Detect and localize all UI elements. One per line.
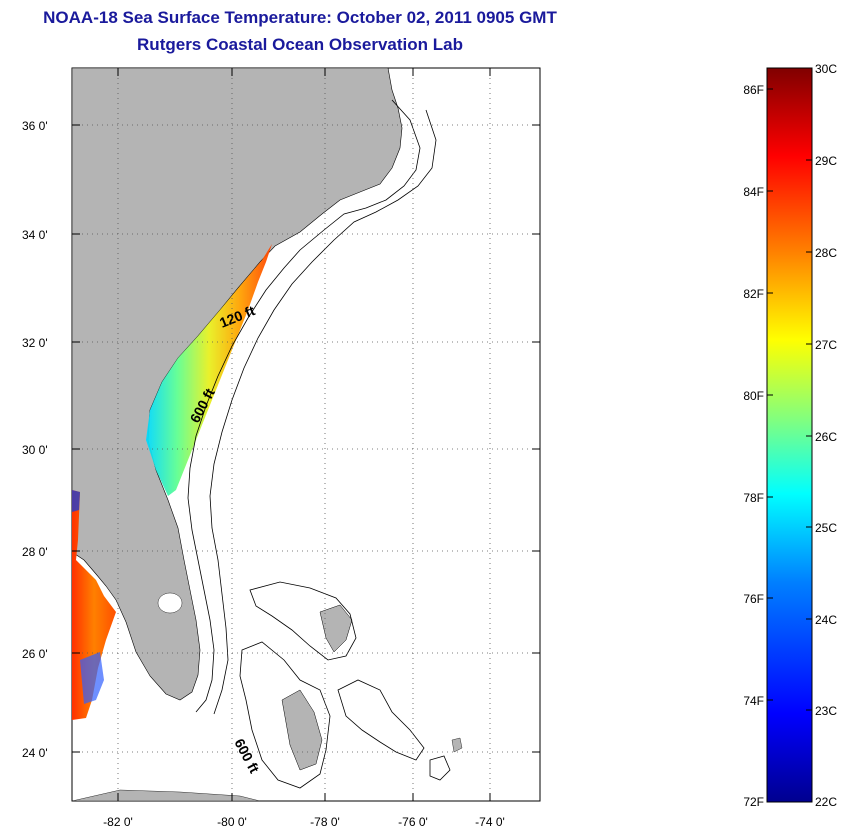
colorbar-celsius-label: 24C bbox=[815, 613, 837, 627]
lat-tick-label: 32 0' bbox=[22, 336, 48, 350]
colorbar-fahrenheit-label: 78F bbox=[743, 491, 764, 505]
colorbar-celsius-label: 23C bbox=[815, 704, 837, 718]
lon-tick-label: -76 0' bbox=[398, 815, 428, 829]
colorbar-fahrenheit-label: 76F bbox=[743, 592, 764, 606]
map-subtitle: Rutgers Coastal Ocean Observation Lab bbox=[137, 35, 463, 54]
depth-contours bbox=[187, 99, 451, 789]
colorbar-celsius-label: 30C bbox=[815, 62, 837, 76]
lat-tick-label: 34 0' bbox=[22, 228, 48, 242]
lon-tick-label: -74 0' bbox=[475, 815, 505, 829]
lat-tick-label: 36 0' bbox=[22, 119, 48, 133]
land-bahamas-small bbox=[451, 737, 463, 753]
colorbar-celsius-label: 29C bbox=[815, 154, 837, 168]
lon-tick-label: -78 0' bbox=[310, 815, 340, 829]
lat-tick-label: 30 0' bbox=[22, 443, 48, 457]
colorbar-ticks bbox=[767, 88, 812, 711]
colorbar-fahrenheit-label: 80F bbox=[743, 389, 764, 403]
colorbar bbox=[766, 67, 813, 803]
colorbar-fahrenheit-label: 84F bbox=[743, 185, 764, 199]
lake-okeechobee bbox=[157, 592, 183, 614]
lon-tick-label: -80 0' bbox=[217, 815, 247, 829]
lat-tick-label: 28 0' bbox=[22, 545, 48, 559]
colorbar-celsius-label: 28C bbox=[815, 246, 837, 260]
land-bahamas-andros bbox=[281, 689, 323, 771]
lat-tick-label: 26 0' bbox=[22, 647, 48, 661]
sst-swath-gulf-cool bbox=[80, 652, 104, 704]
land-cuba-edge bbox=[72, 789, 261, 801]
map-title: NOAA-18 Sea Surface Temperature: October… bbox=[43, 8, 557, 27]
colorbar-fahrenheit-label: 86F bbox=[743, 83, 764, 97]
colorbar-celsius-label: 22C bbox=[815, 795, 837, 809]
sst-swath-atlantic bbox=[146, 244, 272, 496]
sst-swath-gulf-blue-edge bbox=[72, 490, 80, 512]
colorbar-fahrenheit-label: 72F bbox=[743, 795, 764, 809]
colorbar-celsius-label: 26C bbox=[815, 430, 837, 444]
colorbar-celsius-label: 27C bbox=[815, 338, 837, 352]
axis-ticks bbox=[72, 68, 540, 801]
land-bahamas-grand bbox=[319, 604, 353, 653]
colorbar-fahrenheit-label: 74F bbox=[743, 694, 764, 708]
lon-tick-label: -82 0' bbox=[103, 815, 133, 829]
colorbar-fahrenheit-label: 82F bbox=[743, 287, 764, 301]
lat-tick-label: 24 0' bbox=[22, 746, 48, 760]
map-gridlines bbox=[72, 68, 540, 801]
colorbar-celsius-label: 25C bbox=[815, 521, 837, 535]
